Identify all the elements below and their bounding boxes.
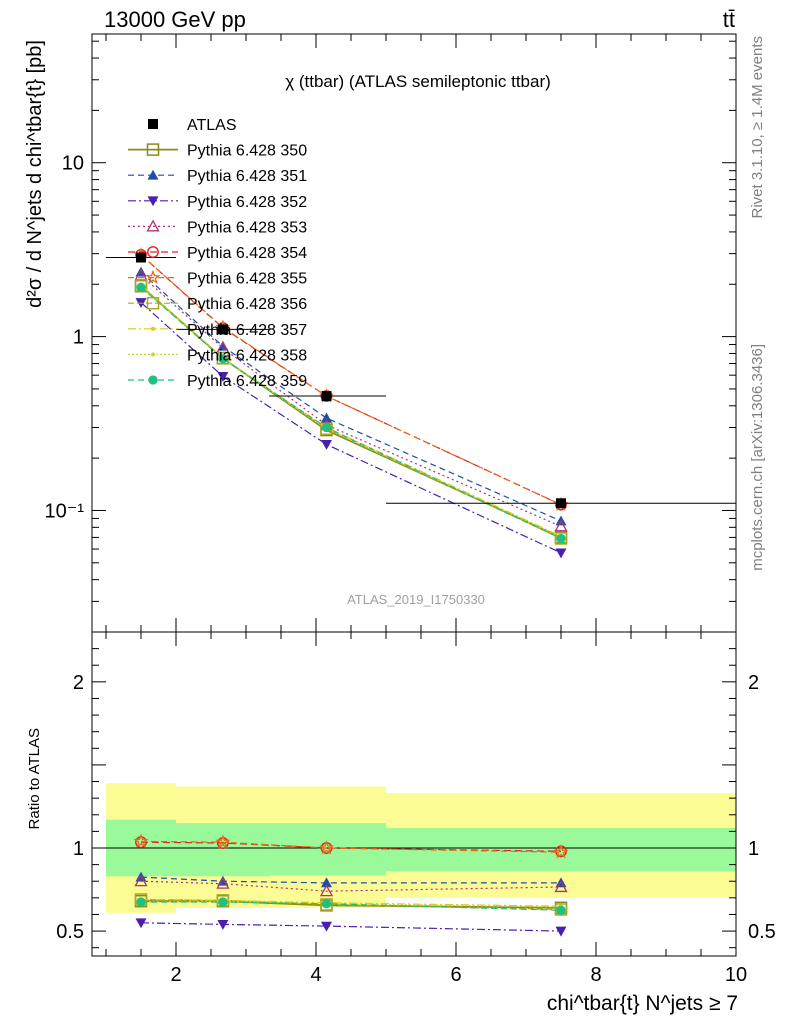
ratio-data-point (321, 898, 332, 909)
ratio-data-point (553, 844, 569, 859)
main-data-point (135, 266, 147, 277)
header-right-label: tt̄ (723, 7, 735, 32)
legend-marker (147, 169, 159, 180)
mcplots-label: mcplots.cern.ch [arXiv:1306.3436] (749, 344, 766, 571)
main-data-point (321, 439, 332, 450)
ratio-series-line (140, 880, 562, 892)
main-data-point (554, 532, 568, 545)
legend-atlas-marker (148, 119, 158, 129)
ratio-plot-frame: 2 4 6 8 100.5 0.51 12 2 (56, 631, 776, 986)
ratio-plot-series (133, 833, 569, 937)
ratio-data-point (215, 834, 231, 849)
ratio-y-tick-label-right: 0.5 (748, 921, 776, 943)
atlas-data-point (321, 391, 332, 402)
main-series-line (140, 271, 562, 522)
legend-marker (146, 143, 160, 156)
legend-label: Pythia 6.428 355 (187, 271, 307, 288)
legend-label: Pythia 6.428 353 (187, 219, 307, 236)
main-data-point (321, 422, 332, 433)
ratio-y-tick-label: 2 (73, 672, 84, 694)
legend-label: Pythia 6.428 357 (187, 322, 307, 339)
legend-marker (151, 326, 155, 331)
main-data-point (218, 354, 228, 364)
main-series-line (140, 286, 562, 540)
main-data-point (216, 352, 230, 365)
ratio-data-point (135, 918, 147, 929)
main-data-point (217, 372, 229, 382)
ratio-data-point (133, 833, 149, 848)
main-y-axis-label: d²σ / d N^jets d chi^tbar{t} [pb] (24, 40, 46, 308)
chart-watermark: ATLAS_2019_I1750330 (347, 592, 485, 607)
legend-label: Pythia 6.428 352 (187, 194, 307, 211)
legend-label: Pythia 6.428 358 (187, 347, 307, 364)
legend-marker (146, 296, 160, 310)
ratio-data-point (321, 921, 332, 932)
legend-marker (151, 352, 155, 357)
main-y-tick-label: 1 (73, 327, 84, 349)
ratio-series-line (140, 922, 562, 932)
ratio-y-tick-label: 1 (73, 838, 84, 860)
legend-label: Pythia 6.428 350 (187, 143, 307, 160)
main-data-point (554, 519, 568, 532)
legend-label: Pythia 6.428 359 (187, 373, 307, 390)
legend: ATLAS Pythia 6.428 350 Pythia 6.428 351 Pyt… (128, 117, 307, 390)
atlas-data-point (136, 252, 146, 263)
rivet-label: Rivet 3.1.10, ≥ 1.4M events (749, 36, 766, 219)
atlas-data-point (217, 324, 228, 335)
main-series-line (140, 274, 562, 527)
legend-marker (147, 246, 159, 258)
legend-marker (147, 196, 159, 207)
legend-label: Pythia 6.428 354 (187, 245, 307, 262)
main-data-point (556, 533, 566, 544)
ratio-data-point (318, 840, 335, 855)
main-plot-series (106, 247, 736, 559)
chart-title: χ (ttbar) (ATLAS semileptonic ttbar) (285, 72, 551, 91)
legend-marker (148, 375, 158, 385)
main-series-line (140, 302, 562, 554)
ratio-plot-border (91, 631, 737, 957)
x-tick-label: 2 (170, 964, 181, 986)
legend-marker (145, 269, 161, 285)
ratio-series-line (140, 840, 562, 853)
header-left-label: 13000 GeV pp (104, 7, 246, 32)
x-axis-label: chi^tbar{t} N^jets ≥ 7 (547, 992, 738, 1015)
ratio-inner-band (176, 823, 270, 877)
ratio-data-point (555, 926, 567, 937)
main-data-point (555, 548, 567, 559)
ratio-series-line (140, 898, 562, 907)
ratio-data-point (556, 905, 566, 915)
ratio-data-point (217, 920, 229, 930)
atlas-data-point (556, 498, 566, 509)
legend-marker (146, 219, 160, 232)
ratio-inner-band (269, 823, 386, 876)
ratio-y-axis-label: Ratio to ATLAS (26, 728, 43, 829)
ratio-y-tick-label: 0.5 (56, 921, 84, 943)
ratio-y-tick-label-right: 2 (748, 672, 759, 694)
legend-label: Pythia 6.428 356 (187, 296, 307, 313)
ratio-data-point (216, 876, 230, 889)
ratio-data-point (136, 897, 146, 907)
ratio-data-point (134, 874, 148, 887)
main-data-point (321, 412, 332, 423)
ratio-y-tick-label-right: 1 (748, 838, 759, 860)
x-tick-label: 10 (725, 964, 747, 986)
ratio-series-line (141, 901, 562, 911)
main-y-tick-label: 10 (62, 153, 84, 175)
main-plot-frame: 10⁻¹ 1 10 (45, 33, 737, 633)
main-data-point (136, 282, 146, 293)
ratio-data-point (319, 884, 334, 897)
legend-label: ATLAS (187, 117, 237, 134)
x-tick-label: 4 (310, 964, 321, 986)
x-tick-label: 6 (450, 964, 461, 986)
ratio-data-point (554, 880, 568, 893)
ratio-data-point (321, 877, 332, 888)
main-y-tick-label: 10⁻¹ (45, 500, 85, 522)
x-tick-label: 8 (590, 964, 601, 986)
ratio-series-line (140, 876, 561, 884)
main-series-line (140, 254, 562, 506)
legend-label: Pythia 6.428 351 (187, 168, 307, 185)
ratio-data-point (218, 897, 228, 907)
